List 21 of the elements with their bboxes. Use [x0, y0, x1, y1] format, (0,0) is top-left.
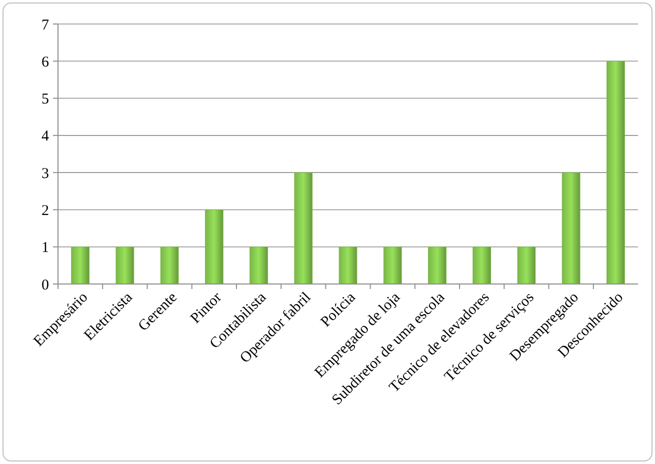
bar: [472, 246, 492, 284]
bar: [562, 172, 580, 284]
bar: [71, 246, 90, 284]
bar: [517, 246, 536, 284]
y-tick-label: 7: [42, 17, 50, 34]
y-tick-label: 0: [42, 277, 49, 294]
y-tick-label: 6: [42, 54, 50, 70]
y-tick-label: 2: [42, 202, 49, 219]
y-tick-label: 1: [42, 240, 49, 256]
y-tick-label: 4: [42, 128, 50, 145]
bar: [160, 246, 179, 284]
bar: [204, 209, 224, 284]
bar: [294, 172, 313, 284]
bar: [383, 246, 402, 284]
bar: [250, 246, 268, 284]
y-tick-label: 5: [42, 92, 49, 108]
y-tick-label: 3: [42, 166, 49, 182]
bar: [428, 246, 446, 284]
bar: [606, 60, 625, 284]
bar: [338, 246, 358, 284]
bar: [116, 246, 134, 284]
